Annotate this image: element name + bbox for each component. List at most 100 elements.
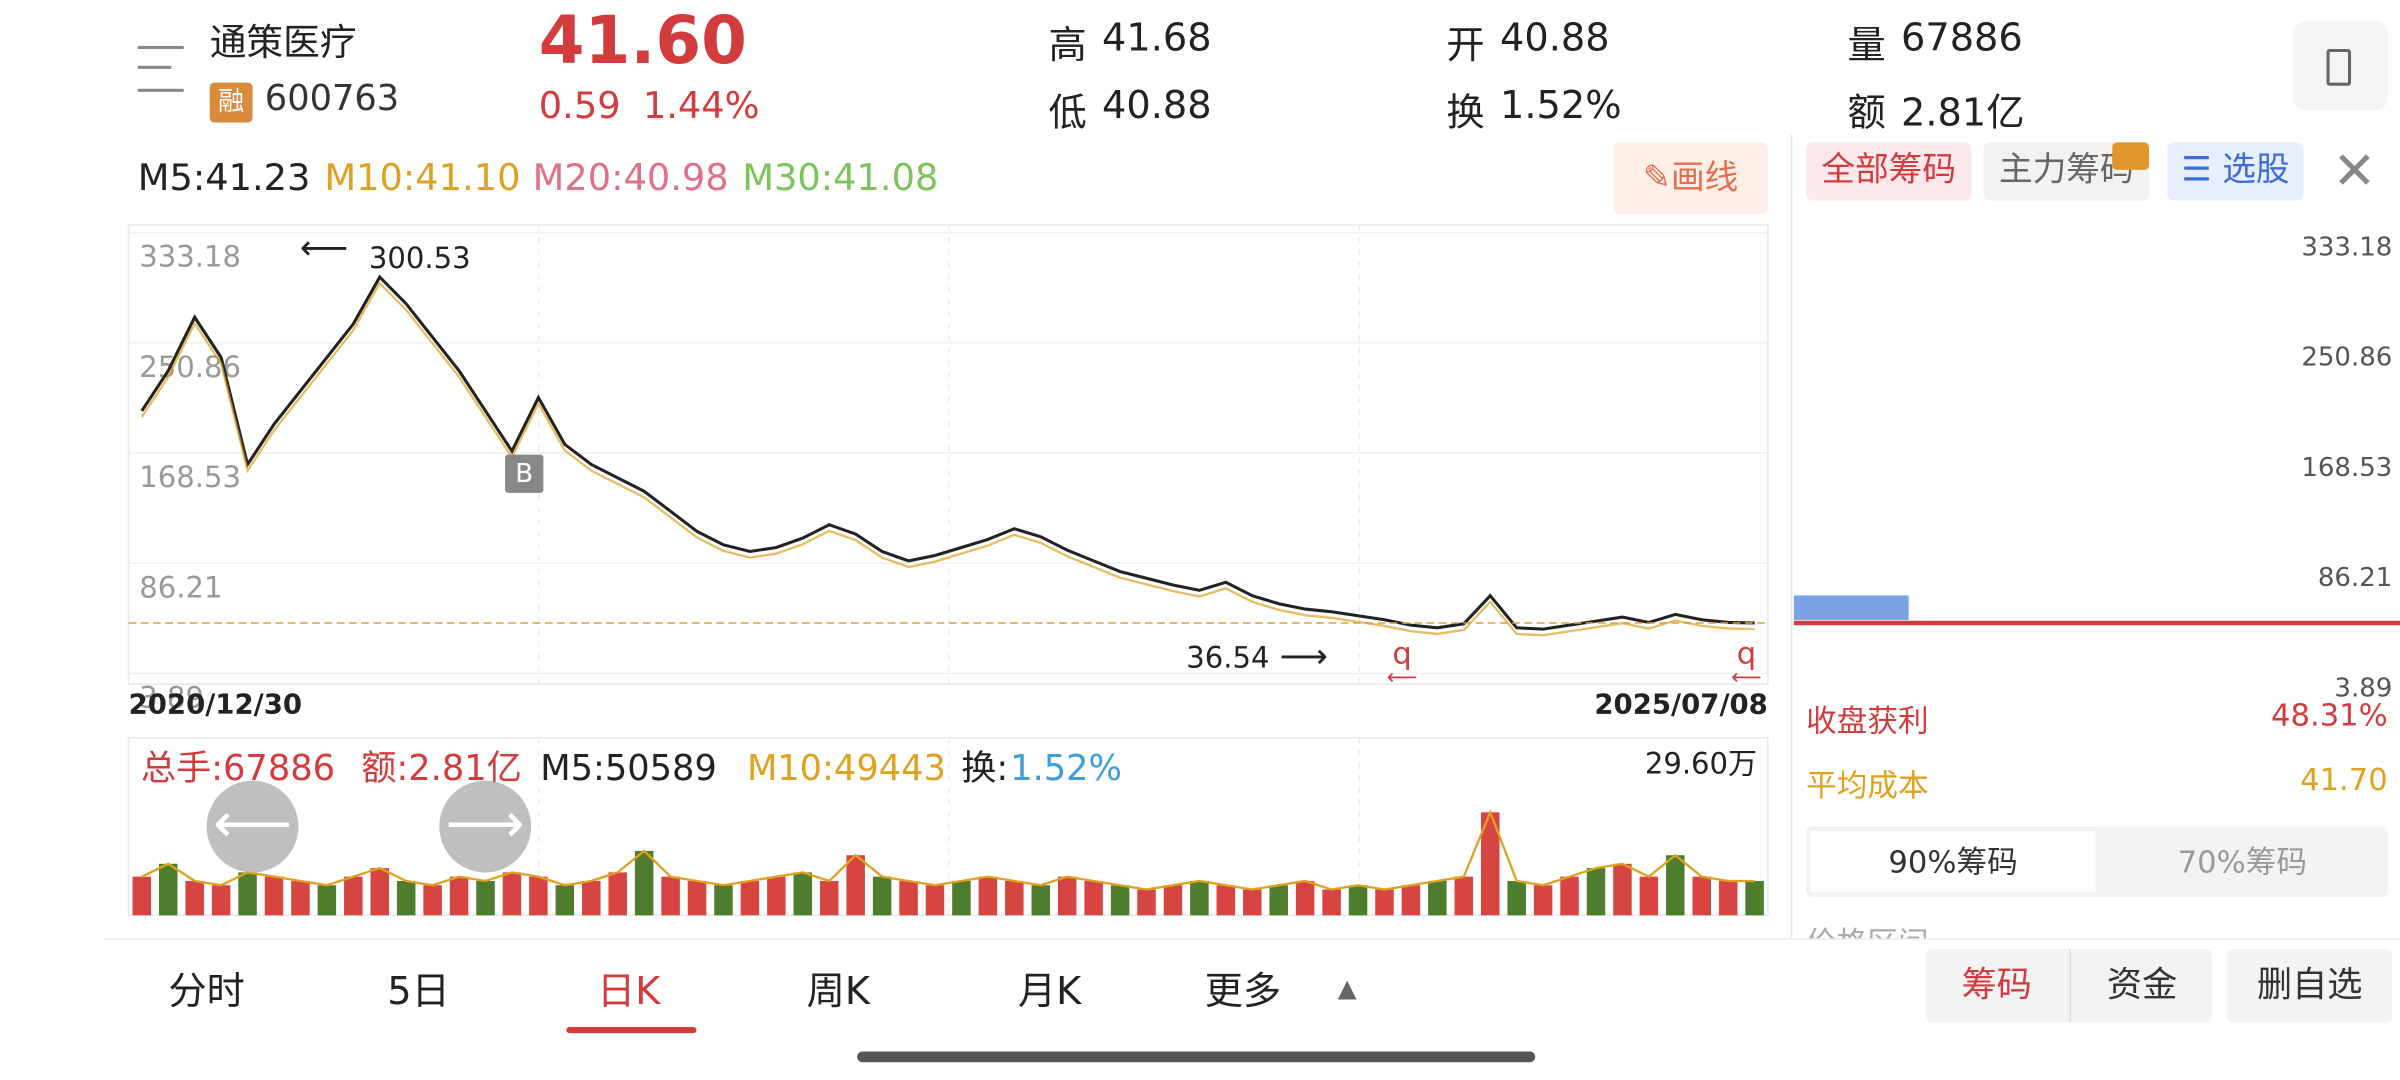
q-marker: q <box>1392 637 1411 672</box>
change: 0.59 <box>538 84 621 128</box>
arrow: ⟵ <box>300 228 348 267</box>
btn-fund[interactable]: 资金 <box>2069 948 2213 1023</box>
volume-bar <box>291 880 310 916</box>
stat-label: 换 <box>1446 90 1485 135</box>
volume-bar <box>1375 889 1394 916</box>
volume-bar <box>1613 863 1632 916</box>
volume-bar <box>1031 885 1051 916</box>
stat-value: 41.68 <box>1102 15 1212 60</box>
tab-pick-label: 选股 <box>2222 151 2290 190</box>
toggle-90[interactable]: 90%筹码 <box>1810 831 2096 893</box>
clipped-row: 价格区间 <box>1806 918 1928 939</box>
tab-pick[interactable]: ☰ 选股 <box>2167 142 2304 201</box>
volume-bar <box>819 880 839 916</box>
volume-bar <box>185 880 204 916</box>
volume-bar <box>1110 885 1130 916</box>
tab-underline <box>566 1027 697 1034</box>
toggle: 90%筹码 70%筹码 <box>1806 826 2388 897</box>
stat-value: 1.52% <box>1499 82 1622 128</box>
chip-y-tick-label: 168.53 <box>2301 453 2392 483</box>
stat-label: 高 <box>1048 22 1087 68</box>
turnover-label: 换: <box>961 748 1008 789</box>
volume-bar <box>793 872 813 916</box>
volume-bar <box>1269 885 1288 916</box>
chip-y-tick-label: 3.89 <box>2334 673 2392 703</box>
toggle-70[interactable]: 70%筹码 <box>2177 843 2307 881</box>
volume-bar <box>661 876 680 916</box>
tab[interactable]: 5日 <box>387 968 450 1014</box>
volume-bar <box>238 872 257 916</box>
volume-bar <box>317 885 337 916</box>
menu-icon[interactable] <box>137 45 184 92</box>
divider <box>104 938 2400 940</box>
volume-bar <box>1507 880 1526 916</box>
volume-bar <box>555 885 575 916</box>
volume-bar <box>423 885 442 916</box>
volume-bar <box>344 876 363 916</box>
divider <box>1790 134 1793 939</box>
ma30: M30:41.08 <box>742 156 939 199</box>
y-tick-label: 168.53 <box>139 460 241 494</box>
volume-bar <box>1216 885 1236 916</box>
btn-chips[interactable]: 筹码 <box>1961 965 2032 1006</box>
volume-max: 29.60万 <box>1645 746 1757 780</box>
tab[interactable]: 月K <box>1017 968 1082 1014</box>
arrow: ⟶ <box>1280 637 1328 676</box>
volume-bar <box>476 880 495 916</box>
volume-bar <box>1666 855 1685 916</box>
volume-bar <box>767 876 786 916</box>
ma5: M5:41.23 <box>137 156 311 199</box>
lock-badge <box>2112 142 2149 170</box>
stat-value: 40.88 <box>1499 15 1610 60</box>
y-tick-label: 3.89 <box>139 680 204 714</box>
volume-bar <box>1428 880 1447 916</box>
volume-ma <box>141 809 1755 891</box>
volume-bar <box>714 885 733 916</box>
ma10: M10:41.10 <box>324 156 521 199</box>
stat-label: 低 <box>1048 90 1087 135</box>
badge: 融 <box>209 82 253 123</box>
q-marker: q <box>1737 637 1756 672</box>
volume-bar <box>1454 876 1474 916</box>
volume-bar <box>1692 876 1712 916</box>
ma20: M20:40.98 <box>532 156 729 199</box>
tab[interactable]: 更多 <box>1204 968 1282 1014</box>
tab-all-chips[interactable]: 全部筹码 <box>1806 142 1972 201</box>
chip-y-tick-label: 333.18 <box>2301 232 2392 262</box>
close[interactable]: ✕ <box>2332 140 2377 203</box>
next-arrow[interactable]: ⟶ <box>439 780 532 873</box>
stat-value: 2.81亿 <box>1901 90 2025 135</box>
stat-value: 40.88 <box>1102 82 1212 128</box>
date-end: 2025/07/08 <box>1594 689 1767 721</box>
chip-y-tick-label: 250.86 <box>2301 343 2392 373</box>
profit-label: 收盘获利 <box>1806 702 1929 740</box>
device-icon[interactable] <box>2292 21 2388 111</box>
volume-bar <box>1639 876 1659 916</box>
volume-bar <box>1243 889 1262 916</box>
volume-bar <box>211 885 231 916</box>
tab[interactable]: 周K <box>806 968 871 1014</box>
tab[interactable]: 日K <box>596 968 661 1014</box>
volume-bar <box>1190 880 1209 916</box>
volume-legend: M10:49443 <box>747 748 946 789</box>
volume-bar <box>846 855 865 916</box>
price-line <box>140 274 1755 631</box>
volume-bar <box>449 876 469 916</box>
volume-frame <box>127 736 1769 917</box>
clip-box: 价格区间 <box>1794 918 2400 939</box>
btn-remove[interactable]: 删自选 <box>2227 948 2393 1023</box>
stock-name: 通策医疗 <box>209 21 357 65</box>
prev-arrow[interactable]: ⟵ <box>206 780 299 873</box>
volume-bar <box>687 880 707 916</box>
volume-bar <box>978 876 998 916</box>
draw-button[interactable]: ✎画线 <box>1613 142 1768 215</box>
volume-bar <box>582 880 601 916</box>
volume-bar <box>1586 868 1606 916</box>
btn-group: 筹码 资金 <box>1925 948 2213 1023</box>
tab[interactable]: 分时 <box>168 968 245 1014</box>
volume-bar <box>899 880 918 916</box>
volume-bar <box>1137 889 1156 916</box>
volume-legend: M5:50589 <box>540 748 717 789</box>
volume-bar <box>1401 885 1421 916</box>
